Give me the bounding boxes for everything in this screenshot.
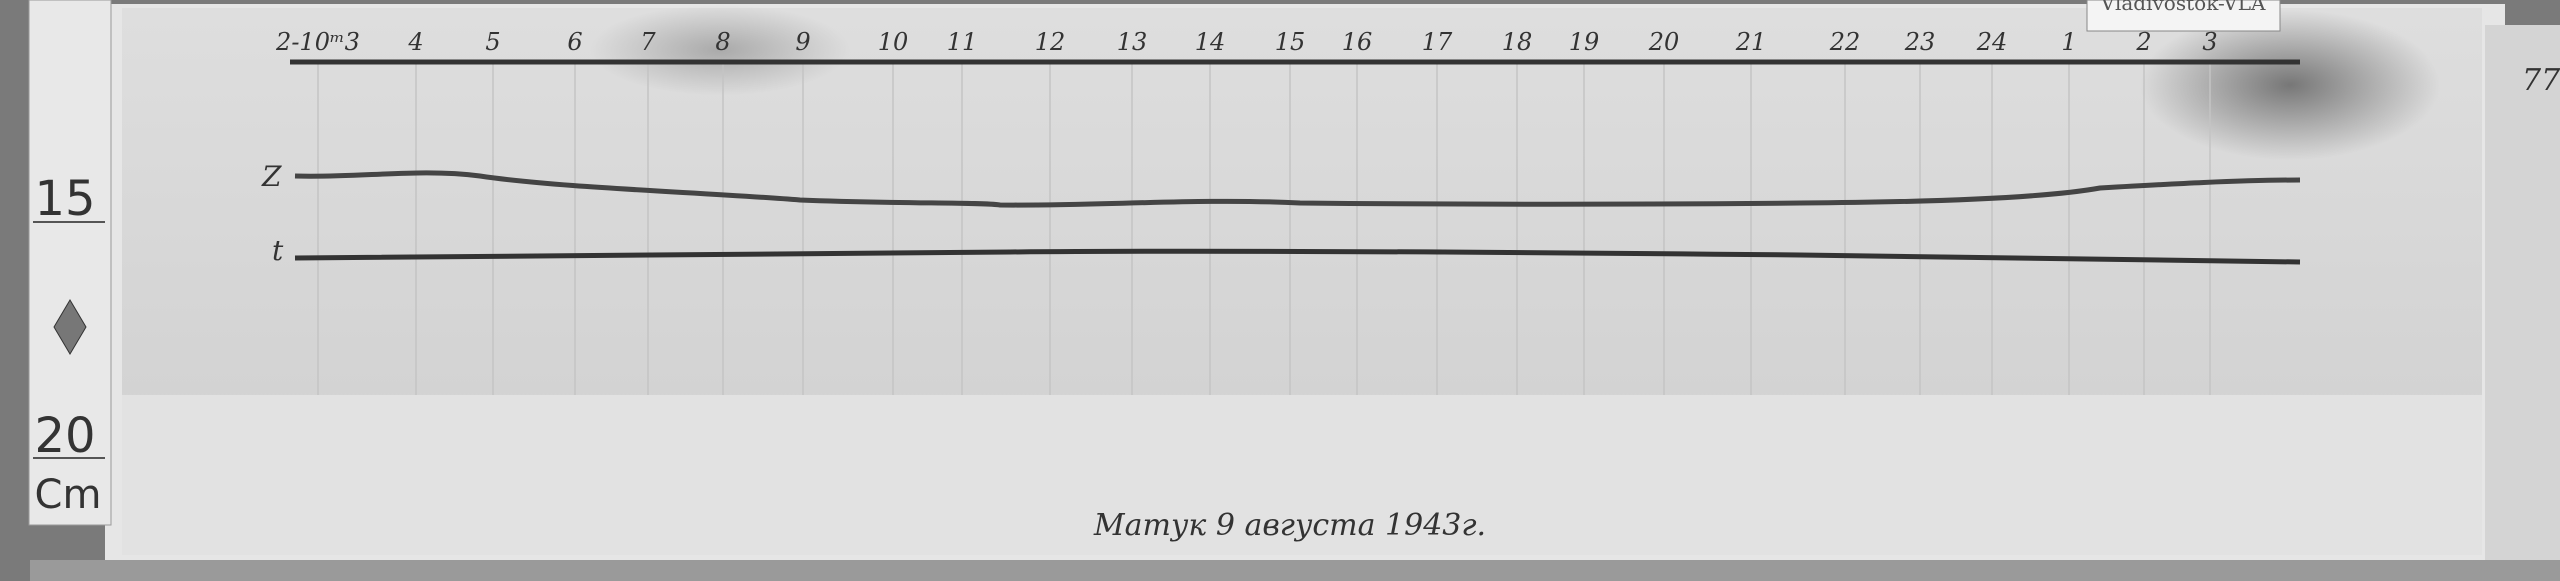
hour-label: 23	[1904, 28, 1936, 56]
ruler	[28, 0, 112, 526]
hour-label: 21	[1735, 28, 1767, 56]
hour-label: 18	[1502, 28, 1533, 56]
t-label: t	[272, 234, 284, 267]
caption: Матук 9 августа 1943г.	[1093, 508, 1486, 543]
hour-label: 2-10ᵐ3	[275, 28, 360, 56]
hour-label: 3	[2202, 28, 2217, 56]
hour-label: 10	[878, 28, 909, 56]
hour-label: 1	[2061, 28, 2076, 56]
hour-label: 16	[1342, 28, 1373, 56]
hour-label: 14	[1195, 28, 1226, 56]
hour-label: 6	[567, 28, 582, 56]
hour-label: 19	[1569, 28, 1600, 56]
stain	[590, 5, 850, 95]
ruler-label: 20	[34, 408, 95, 464]
ruler-diamond	[53, 299, 87, 355]
hour-label: 7	[640, 28, 656, 56]
hour-label: 13	[1117, 28, 1148, 56]
hour-label: 8	[715, 28, 730, 56]
hour-label: 24	[1976, 28, 2008, 56]
frame-edge	[30, 560, 2560, 581]
station-tag	[2086, 0, 2281, 32]
paper-lower	[122, 395, 2482, 555]
stain	[2140, 10, 2440, 160]
corner-note: 77	[2522, 63, 2560, 98]
hour-label: 5	[485, 28, 500, 56]
next-sheet	[2485, 25, 2560, 565]
hour-label: 2	[2135, 28, 2151, 56]
hour-label: 17	[1422, 28, 1453, 56]
hour-label: 11	[947, 28, 978, 56]
z-label: Z	[261, 160, 282, 193]
z-trace	[294, 170, 2301, 208]
station-label: Vladivostok-VLA	[2100, 0, 2266, 15]
hour-label: 20	[1648, 28, 1680, 56]
hour-label: 15	[1275, 28, 1306, 56]
ruler-label: 15	[34, 171, 95, 227]
hour-label: 4	[407, 28, 423, 56]
ruler-unit: Cm	[35, 472, 102, 518]
hour-grid	[317, 62, 2211, 395]
hour-label: 9	[795, 28, 810, 56]
hour-label: 12	[1035, 28, 1066, 56]
t-trace	[294, 248, 2301, 265]
hour-label: 22	[1829, 28, 1861, 56]
hour-labels: 2-10ᵐ3 4 5 6 7 8 9 10 11 12 13 14 15 16 17 18 19 20 21 22 23…	[275, 28, 2218, 56]
